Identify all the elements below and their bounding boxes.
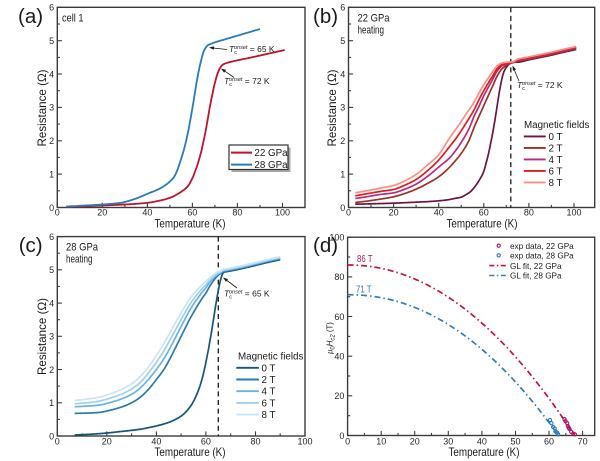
svg-text:μ0Hc2 (T): μ0Hc2 (T) <box>326 322 337 355</box>
svg-text:heating: heating <box>66 254 93 266</box>
svg-text:Magnetic fields: Magnetic fields <box>524 120 589 131</box>
svg-text:(c): (c) <box>19 234 43 257</box>
svg-text:40: 40 <box>151 436 161 446</box>
svg-text:2: 2 <box>340 136 345 146</box>
svg-text:60: 60 <box>201 436 211 446</box>
svg-text:20: 20 <box>334 391 344 401</box>
svg-text:GL fit, 22 GPa: GL fit, 22 GPa <box>510 262 562 271</box>
svg-text:20: 20 <box>97 208 107 218</box>
svg-text:22 GPa: 22 GPa <box>254 148 288 159</box>
svg-text:0: 0 <box>339 431 344 441</box>
svg-text:40: 40 <box>477 436 487 446</box>
svg-text:50: 50 <box>510 436 520 446</box>
svg-text:3: 3 <box>340 103 345 113</box>
svg-text:22 GPa: 22 GPa <box>358 13 391 25</box>
svg-text:Tconset = 72 K: Tconset = 72 K <box>224 76 270 88</box>
svg-text:60: 60 <box>187 208 197 218</box>
svg-text:40: 40 <box>434 208 444 218</box>
svg-text:cell 1: cell 1 <box>62 13 84 25</box>
svg-text:80: 80 <box>334 272 344 282</box>
svg-text:20: 20 <box>410 436 420 446</box>
svg-text:4: 4 <box>49 69 54 79</box>
svg-text:71 T: 71 T <box>356 285 372 296</box>
svg-text:0 T: 0 T <box>549 132 563 143</box>
svg-text:4 T: 4 T <box>262 387 276 398</box>
svg-text:40: 40 <box>142 208 152 218</box>
svg-text:(a): (a) <box>18 5 43 28</box>
svg-text:4: 4 <box>340 69 345 79</box>
svg-text:Resistance (Ω): Resistance (Ω) <box>35 298 49 375</box>
svg-text:2 T: 2 T <box>262 375 276 386</box>
svg-text:40: 40 <box>334 352 344 362</box>
svg-text:20: 20 <box>389 208 399 218</box>
svg-text:2: 2 <box>49 365 54 375</box>
svg-text:GL fit, 28 GPa: GL fit, 28 GPa <box>510 272 562 281</box>
svg-text:Temperature (K): Temperature (K) <box>449 445 520 459</box>
svg-text:Resistance (Ω): Resistance (Ω) <box>325 70 339 147</box>
svg-text:Temperature (K): Temperature (K) <box>447 217 518 231</box>
svg-text:2: 2 <box>49 136 54 146</box>
svg-text:100: 100 <box>275 208 290 218</box>
svg-text:0: 0 <box>55 208 60 218</box>
svg-text:30: 30 <box>443 436 453 446</box>
svg-text:1: 1 <box>340 169 345 179</box>
svg-text:1: 1 <box>49 169 54 179</box>
svg-text:4: 4 <box>49 298 54 308</box>
svg-text:60: 60 <box>479 208 489 218</box>
svg-text:5: 5 <box>49 265 54 275</box>
svg-text:2 T: 2 T <box>549 143 563 154</box>
svg-text:(b): (b) <box>313 5 338 28</box>
svg-text:exp data, 22 GPa: exp data, 22 GPa <box>510 242 574 251</box>
svg-text:0: 0 <box>345 436 350 446</box>
svg-text:Resistance (Ω): Resistance (Ω) <box>35 70 49 147</box>
svg-text:60: 60 <box>544 436 554 446</box>
svg-text:0: 0 <box>55 436 60 446</box>
svg-text:6: 6 <box>49 232 54 242</box>
svg-text:Tconset = 72 K: Tconset = 72 K <box>517 80 563 92</box>
svg-text:10: 10 <box>376 436 386 446</box>
svg-text:3: 3 <box>49 332 54 342</box>
svg-text:6 T: 6 T <box>262 398 276 409</box>
svg-text:Tconset = 65 K: Tconset = 65 K <box>229 44 275 56</box>
svg-text:Magnetic fields: Magnetic fields <box>238 352 303 363</box>
svg-text:6: 6 <box>340 3 345 13</box>
svg-text:8 T: 8 T <box>262 410 276 421</box>
svg-text:60: 60 <box>334 312 344 322</box>
svg-text:6 T: 6 T <box>549 166 563 177</box>
svg-text:0: 0 <box>49 203 54 213</box>
svg-text:exp data, 28 GPa: exp data, 28 GPa <box>510 252 574 261</box>
svg-text:0: 0 <box>340 203 345 213</box>
svg-text:8 T: 8 T <box>549 178 563 189</box>
svg-text:100: 100 <box>566 208 581 218</box>
svg-text:heating: heating <box>358 25 385 37</box>
svg-text:4 T: 4 T <box>549 155 563 166</box>
svg-text:28 GPa: 28 GPa <box>66 242 99 254</box>
svg-text:100: 100 <box>329 233 344 243</box>
svg-text:3: 3 <box>49 103 54 113</box>
svg-text:5: 5 <box>340 36 345 46</box>
svg-text:1: 1 <box>49 398 54 408</box>
svg-text:100: 100 <box>297 436 312 446</box>
svg-text:28 GPa: 28 GPa <box>254 160 288 171</box>
svg-text:5: 5 <box>49 36 54 46</box>
svg-text:0 T: 0 T <box>262 363 276 374</box>
svg-text:Tconset = 65 K: Tconset = 65 K <box>224 289 270 301</box>
svg-text:80: 80 <box>232 208 242 218</box>
svg-text:86 T: 86 T <box>357 254 373 265</box>
svg-text:Temperature (K): Temperature (K) <box>155 445 226 459</box>
svg-text:6: 6 <box>49 3 54 13</box>
svg-text:20: 20 <box>102 436 112 446</box>
svg-text:0: 0 <box>346 208 351 218</box>
svg-text:70: 70 <box>578 436 588 446</box>
svg-text:80: 80 <box>524 208 534 218</box>
svg-text:0: 0 <box>49 431 54 441</box>
svg-text:80: 80 <box>250 436 260 446</box>
svg-text:(d): (d) <box>313 234 338 257</box>
svg-text:Temperature (K): Temperature (K) <box>155 217 226 231</box>
